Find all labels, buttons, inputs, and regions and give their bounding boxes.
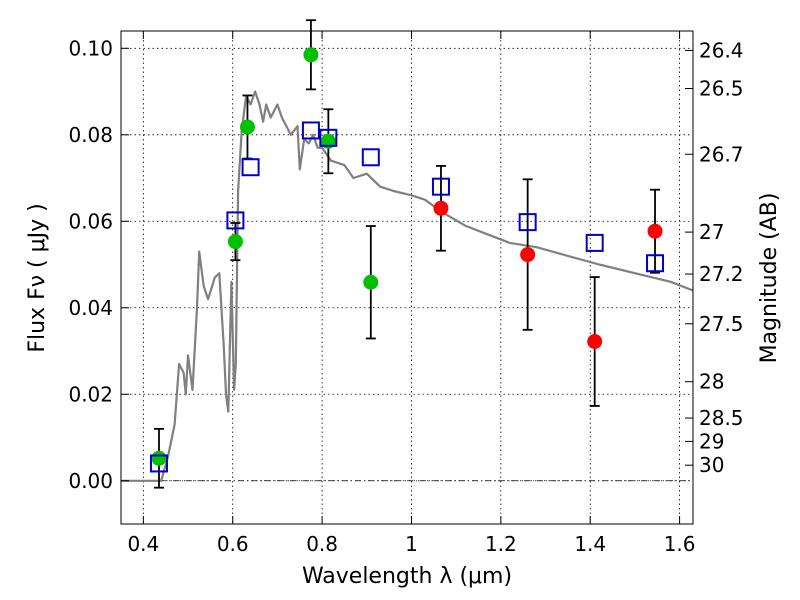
model-flux-square-marker <box>226 211 245 230</box>
model-flux-square-marker <box>646 254 665 273</box>
y-tick-label: 0.04 <box>68 296 113 320</box>
model-flux-square-marker <box>301 121 320 140</box>
y2-tick-label: 29 <box>699 429 724 453</box>
y2-tick-label: 30 <box>699 453 724 477</box>
y2-axis-title: Magnitude (AB) <box>757 193 782 364</box>
model-flux-square-marker <box>319 128 338 147</box>
x-tick-label: 0.6 <box>217 532 249 556</box>
ticks-layer: 0.4 0.6 0.8 1 1.2 1.4 1.6 0.00 0.02 0.04 0.06 0.08 0… <box>68 31 744 556</box>
optical-flux-point <box>363 274 379 290</box>
y2-tick-label: 27.2 <box>699 262 744 286</box>
y2-tick-label: 26.4 <box>699 38 744 62</box>
model-flux-square-marker <box>431 177 450 196</box>
optical-flux-point <box>151 450 167 466</box>
y-tick-label: 0.06 <box>68 209 113 233</box>
optical-flux-point <box>239 119 255 135</box>
y-tick-label: 0.08 <box>68 123 113 147</box>
y2-tick-label: 26.5 <box>699 77 744 101</box>
optical-flux-point <box>303 47 319 63</box>
model-flux-square-marker <box>518 213 537 232</box>
y-tick-label: 0.10 <box>68 36 113 60</box>
nir-flux-point <box>587 334 603 350</box>
y2-tick-label: 27 <box>699 220 724 244</box>
model-spectrum-line <box>121 90 694 482</box>
model-layer <box>121 90 694 482</box>
nir-flux-point <box>520 247 536 263</box>
x-tick-label: 1 <box>405 532 418 556</box>
x-tick-label: 1.4 <box>574 532 606 556</box>
nir-flux-point <box>647 223 663 239</box>
y2-tick-label: 27.5 <box>699 312 744 336</box>
y2-tick-label: 28 <box>699 370 724 394</box>
model-flux-square-marker <box>361 148 380 167</box>
nir-flux-point <box>433 200 449 216</box>
y-tick-label: 0.02 <box>68 382 113 406</box>
model-flux-square-marker <box>241 158 260 177</box>
y2-tick-label: 28.5 <box>699 406 744 430</box>
grid-layer <box>121 31 693 524</box>
x-tick-label: 1.6 <box>664 532 696 556</box>
x-axis-title: Wavelength λ (μm) <box>302 564 512 589</box>
y2-tick-label: 26.7 <box>699 142 744 166</box>
x-tick-label: 1.2 <box>485 532 517 556</box>
x-tick-label: 0.4 <box>127 532 159 556</box>
model-flux-square-marker <box>585 233 604 252</box>
y-tick-label: 0.00 <box>68 469 113 493</box>
plot-frame <box>120 30 694 525</box>
optical-flux-point <box>227 234 243 250</box>
points-layer <box>149 19 665 489</box>
model-flux-square-marker <box>149 454 168 473</box>
y-axis-title: Flux Fν ( μJy ) <box>25 203 50 352</box>
x-tick-label: 0.8 <box>306 532 338 556</box>
